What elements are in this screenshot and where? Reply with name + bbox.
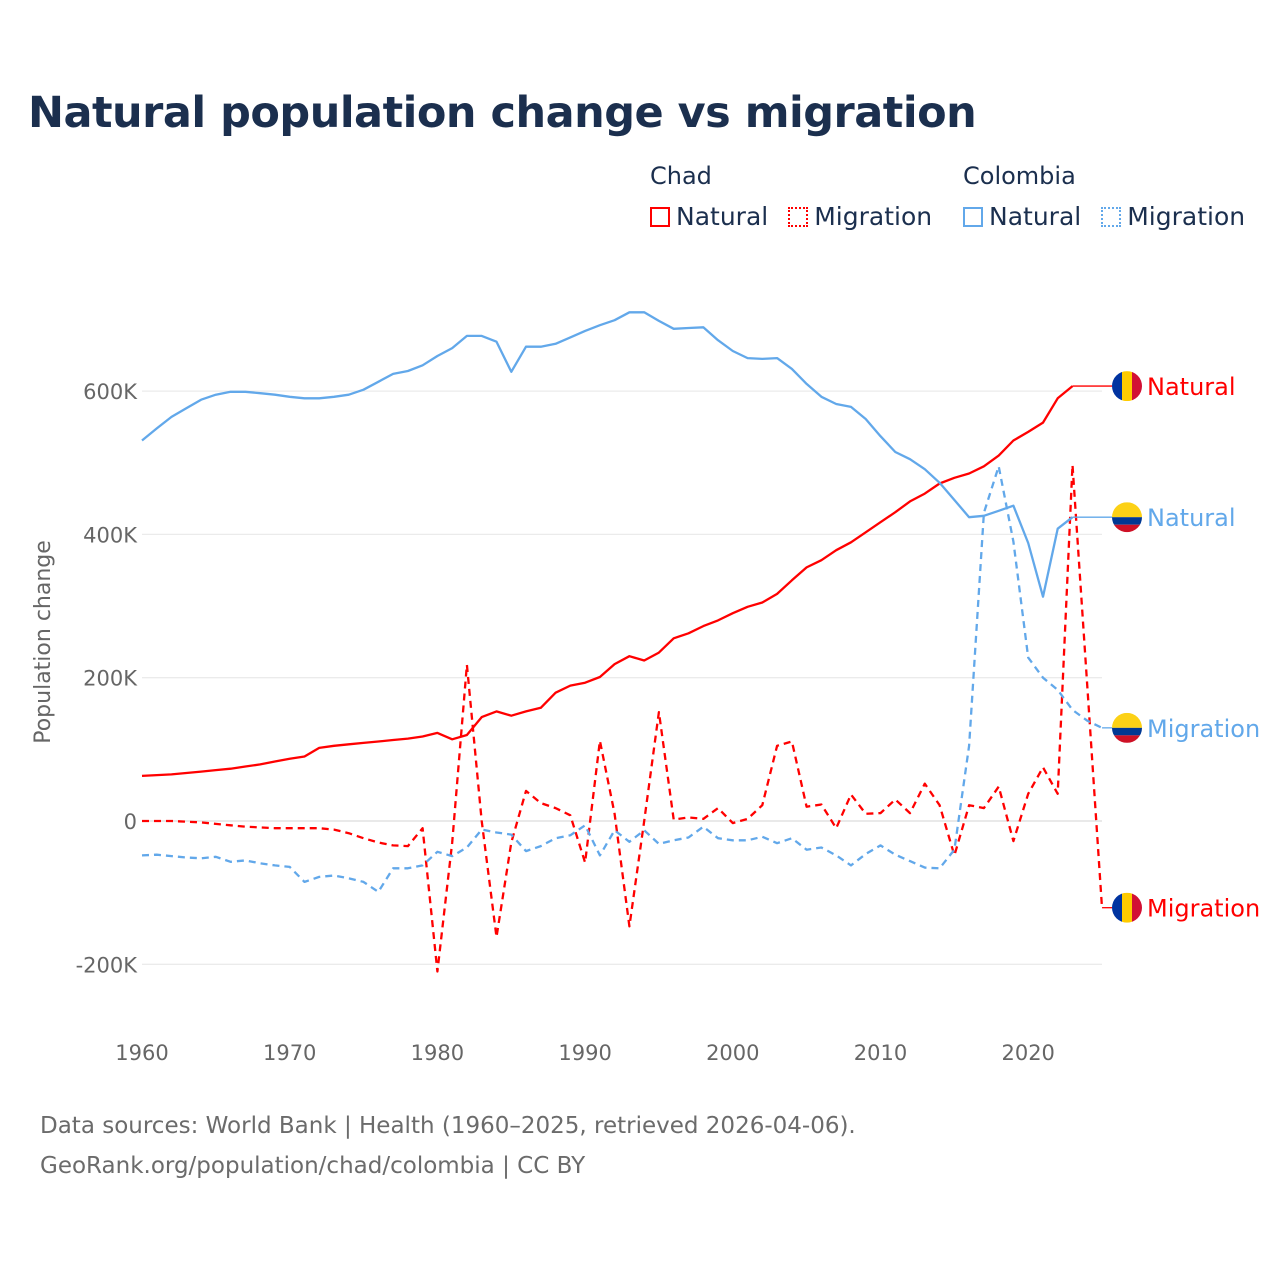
source-link[interactable]: GeoRank.org/population/chad/colombia | C… xyxy=(40,1153,586,1179)
colombia-flag-icon xyxy=(1112,502,1142,533)
source-note: Data sources: World Bank | Health (1960–… xyxy=(40,1113,856,1139)
x-tick-label: 1970 xyxy=(263,1041,316,1065)
legend-colombia-migration[interactable]: Migration xyxy=(1101,202,1245,231)
dotted-swatch-icon xyxy=(1101,206,1122,227)
x-tick-label: 1960 xyxy=(115,1041,168,1065)
y-tick-label: 400K xyxy=(83,523,138,547)
chad-flag-icon xyxy=(1112,892,1142,923)
legend-label: Migration xyxy=(814,202,933,231)
series-line-chad-migration xyxy=(142,463,1104,973)
footer: Data sources: World Bank | Health (1960–… xyxy=(40,1106,856,1186)
legend-label: Natural xyxy=(676,202,769,231)
x-tick-label: 2010 xyxy=(854,1041,907,1065)
y-axis-label: Population change xyxy=(31,540,56,744)
end-label: Natural xyxy=(1147,504,1236,532)
y-tick-label: 200K xyxy=(83,667,138,691)
x-tick-label: 1980 xyxy=(411,1041,464,1065)
y-tick-label: 0 xyxy=(124,810,137,834)
legend-group-chad: Chad Natural Migration xyxy=(650,162,932,231)
x-tick-label: 2020 xyxy=(1001,1041,1054,1065)
end-label: Migration xyxy=(1147,895,1260,923)
legend-chad-migration[interactable]: Migration xyxy=(788,202,932,231)
chart-title: Natural population change vs migration xyxy=(28,88,977,138)
series-line-colombia-migration xyxy=(141,465,1103,894)
x-tick-label: 1990 xyxy=(558,1041,611,1065)
legend-group-colombia: Colombia Natural Migration xyxy=(963,162,1245,231)
x-tick-label: 2000 xyxy=(706,1041,759,1065)
chad-flag-icon xyxy=(1112,371,1142,402)
series-line-colombia-natural xyxy=(141,311,1074,598)
series-line-chad-natural xyxy=(141,385,1074,778)
legend-chad-natural[interactable]: Natural xyxy=(650,202,768,231)
solid-swatch-icon xyxy=(963,206,983,227)
y-tick-label: -200K xyxy=(76,953,139,977)
end-label: Migration xyxy=(1147,715,1260,743)
dotted-swatch-icon xyxy=(788,206,809,227)
y-tick-label: 600K xyxy=(83,380,138,404)
legend-group-title: Chad xyxy=(650,162,712,190)
colombia-flag-icon xyxy=(1112,712,1142,743)
solid-swatch-icon xyxy=(650,206,670,227)
legend-label: Natural xyxy=(989,202,1082,231)
legend-group-title: Colombia xyxy=(963,162,1076,190)
end-label: Natural xyxy=(1147,373,1236,401)
legend-label: Migration xyxy=(1127,202,1246,231)
legend-colombia-natural[interactable]: Natural xyxy=(963,202,1081,231)
